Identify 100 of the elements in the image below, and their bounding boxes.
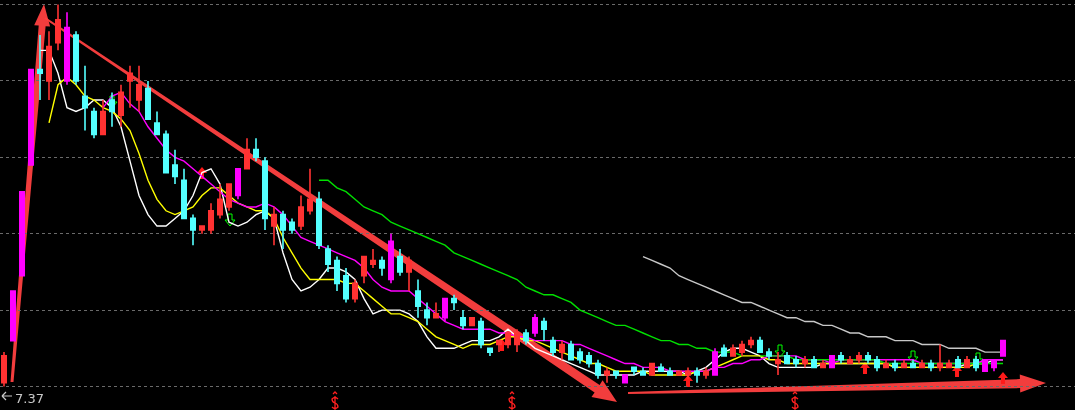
candlestick [639,366,647,376]
candlestick [694,366,701,384]
candlestick [478,316,485,350]
candlestick [298,194,305,231]
candlestick [1000,339,1007,357]
candlestick [648,362,656,376]
candlestick [199,225,206,235]
candlestick [874,355,881,372]
candlestick [153,110,161,136]
candlestick [603,366,611,384]
candlestick [658,362,665,372]
candlestick [676,370,683,376]
candlestick [289,217,296,235]
candlestick [532,313,538,338]
candlestick [919,358,926,369]
candlestick [838,351,845,365]
candlestick [415,278,422,319]
candlestick [370,248,377,269]
candlestick [46,30,53,101]
candlestick [172,148,179,185]
candlestick [235,167,242,201]
candlestick [585,351,593,369]
candlestick [280,209,287,250]
candlestick [397,248,404,277]
candlestick [262,156,269,231]
candlestick [406,255,413,292]
candlestick [487,347,494,357]
candlestick [496,339,503,353]
candlestick [127,64,133,109]
candlestick [316,190,323,250]
candlestick [271,206,278,246]
candlestick [811,355,818,369]
candlestick [190,213,197,246]
candlestick [19,190,26,277]
candlestick [766,347,773,361]
candlestick [829,355,836,369]
candlestick [901,358,908,369]
candlestick [748,336,755,350]
candlestick [145,80,152,120]
candlestick [892,358,899,372]
candlestick [739,339,746,357]
candlestick [64,11,71,86]
candlestick [721,343,728,357]
candlestick [91,106,98,140]
candlestick [217,183,224,220]
candlestick [100,99,107,136]
candlestick [541,316,547,342]
candlestick [577,347,584,365]
candlestick [505,332,512,350]
candlestick [28,68,35,166]
candlestick [802,355,809,369]
candlestick [442,297,449,323]
candlestick [730,343,737,357]
candlestick [451,294,458,311]
candlestick [208,202,215,235]
candlestick [136,64,142,113]
candlestick [847,355,854,365]
candlestick [594,358,602,380]
candlestick [928,358,935,372]
candlestick [514,328,520,353]
candlestick [1,351,8,388]
candlestick [964,355,971,369]
candlestick [883,358,890,369]
candlestick [253,137,260,162]
candlestick [820,358,827,369]
candlestick [361,255,368,285]
candlestick [433,301,440,319]
candlestick [325,244,332,273]
candlestick [865,351,872,365]
candlestick [793,355,800,369]
candlestick [73,30,80,86]
candlestick [82,64,89,132]
candlestick [469,316,476,327]
candlestick [10,290,16,342]
candlestick [630,366,638,376]
candlestick [352,278,359,304]
candlestick [784,351,791,365]
text: 7.37 [15,391,44,406]
candlestick [37,34,44,101]
candlestick [307,167,314,216]
candlestick [559,339,565,361]
candlestick [244,137,251,170]
candlestick [667,366,674,376]
candlestick [181,167,188,220]
candlestick [550,336,556,357]
candlestick [334,255,341,292]
candlestick [460,309,467,330]
candlestick [757,336,764,353]
candlestick [523,328,529,346]
candlestick [568,339,574,361]
candlestick [612,370,620,380]
candlestick [703,366,710,380]
candlestick [621,374,629,384]
candlestick [55,3,62,52]
candlestick [162,129,170,174]
candlestick [856,351,863,365]
candlestick [946,358,953,369]
candlestick [343,267,350,304]
candlestick [424,301,431,327]
candlestick [937,343,944,372]
